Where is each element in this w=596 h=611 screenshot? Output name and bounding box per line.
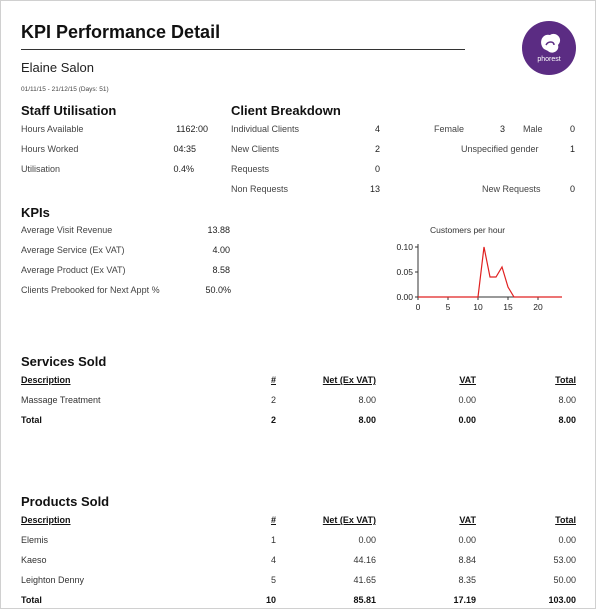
logo-text: phorest	[537, 56, 561, 63]
total-cell: 85.81	[353, 595, 376, 605]
y-tick-label: 0.00	[396, 292, 413, 302]
avg-service-value: 4.00	[212, 245, 230, 255]
table-cell: 0.00	[558, 535, 576, 545]
prebooked-value: 50.0%	[205, 285, 231, 295]
new-requests-value: 0	[569, 184, 575, 194]
x-tick-label: 15	[503, 302, 513, 312]
non-requests-value: 13	[369, 184, 380, 194]
female-label: Female	[434, 124, 465, 134]
services-sold-heading: Services Sold	[21, 354, 107, 369]
total-cell: 10	[265, 595, 276, 605]
unspecified-gender-value: 1	[569, 144, 575, 154]
table-cell: 8.35	[458, 575, 476, 585]
individual-clients-value: 4	[374, 124, 380, 134]
requests-value: 0	[374, 164, 380, 174]
page-title: KPI Performance Detail	[21, 22, 221, 42]
date-range: 01/11/15 - 21/12/15 (Days: 51)	[21, 86, 109, 93]
table-cell: 53.00	[553, 555, 576, 565]
requests-label: Requests	[231, 164, 270, 174]
staff-utilisation-heading: Staff Utilisation	[21, 103, 117, 118]
total-cell: Total	[21, 595, 42, 605]
salon-name: Elaine Salon	[21, 60, 94, 75]
avg-visit-revenue-value: 13.88	[207, 225, 230, 235]
table-cell: 2	[270, 395, 276, 405]
male-value: 0	[569, 124, 575, 134]
avg-visit-revenue-label: Average Visit Revenue	[21, 225, 113, 235]
utilisation-label: Utilisation	[21, 164, 61, 174]
column-header: Description	[21, 375, 71, 385]
unspecified-gender-label: Unspecified gender	[461, 144, 539, 154]
total-cell: 103.00	[548, 595, 576, 605]
x-tick-label: 5	[446, 302, 451, 312]
male-label: Male	[523, 124, 543, 134]
column-header: Net (Ex VAT)	[322, 375, 376, 385]
total-cell: 0.00	[458, 415, 476, 425]
prebooked-label: Clients Prebooked for Next Appt %	[21, 285, 160, 295]
hours-worked-value: 04:35	[173, 144, 196, 154]
table-cell: Elemis	[21, 535, 49, 545]
new-clients-label: New Clients	[231, 144, 280, 154]
series-line	[418, 246, 562, 298]
x-tick-label: 0	[416, 302, 421, 312]
client-breakdown-heading: Client Breakdown	[231, 103, 341, 118]
column-header: #	[270, 515, 276, 525]
x-tick-label: 20	[533, 302, 543, 312]
flower-icon	[541, 33, 561, 53]
column-header: Total	[555, 375, 576, 385]
title-rule	[21, 49, 465, 50]
products-sold-heading: Products Sold	[21, 494, 110, 509]
total-cell: 8.00	[358, 415, 376, 425]
total-cell: 17.19	[453, 595, 476, 605]
hours-available-value: 1162:00	[176, 124, 208, 134]
hours-worked-label: Hours Worked	[21, 144, 79, 154]
total-cell: Total	[21, 415, 42, 425]
column-header: Total	[555, 515, 576, 525]
column-header: VAT	[459, 515, 476, 525]
non-requests-label: Non Requests	[231, 184, 289, 194]
table-cell: 8.00	[558, 395, 576, 405]
utilisation-value: 0.4%	[173, 164, 194, 174]
avg-product-label: Average Product (Ex VAT)	[21, 265, 126, 275]
table-cell: 8.00	[358, 395, 376, 405]
column-header: Net (Ex VAT)	[322, 515, 376, 525]
new-clients-value: 2	[374, 144, 380, 154]
column-header: #	[270, 375, 276, 385]
table-cell: 0.00	[458, 395, 476, 405]
y-tick-label: 0.05	[396, 267, 413, 277]
table-cell: 5	[270, 575, 276, 585]
customers-per-hour-chart: 0.00 0.05 0.10 0 5 10 15 20	[396, 242, 562, 312]
total-cell: 8.00	[558, 415, 576, 425]
table-cell: 44.16	[353, 555, 376, 565]
table-cell: 0.00	[358, 535, 376, 545]
new-requests-label: New Requests	[482, 184, 541, 194]
table-cell: Leighton Denny	[21, 575, 85, 585]
female-value: 3	[499, 124, 505, 134]
avg-service-label: Average Service (Ex VAT)	[21, 245, 125, 255]
individual-clients-label: Individual Clients	[231, 124, 300, 134]
avg-product-value: 8.58	[212, 265, 230, 275]
kpis-heading: KPIs	[21, 205, 50, 220]
table-cell: Kaeso	[21, 555, 47, 565]
column-header: Description	[21, 515, 71, 525]
table-cell: 41.65	[353, 575, 376, 585]
column-header: VAT	[459, 375, 476, 385]
chart-title: Customers per hour	[430, 225, 506, 235]
phorest-logo: phorest	[522, 21, 576, 75]
table-cell: 1	[270, 535, 276, 545]
x-tick-label: 10	[473, 302, 483, 312]
table-cell: 4	[270, 555, 276, 565]
table-cell: Massage Treatment	[21, 395, 101, 405]
table-cell: 8.84	[458, 555, 476, 565]
table-cell: 0.00	[458, 535, 476, 545]
total-cell: 2	[270, 415, 276, 425]
hours-available-label: Hours Available	[21, 124, 84, 134]
y-tick-label: 0.10	[396, 242, 413, 252]
table-cell: 50.00	[553, 575, 576, 585]
